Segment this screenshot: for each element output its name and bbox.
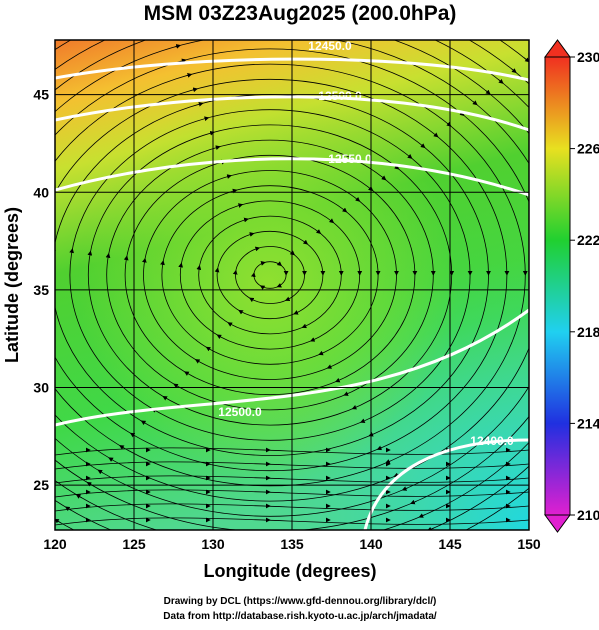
y-axis-label: Latitude (degrees) [2, 207, 22, 363]
contour-label: 12450.0 [308, 39, 352, 53]
y-tick-label: 45 [33, 87, 49, 103]
contour-label: 12500.0 [218, 405, 262, 419]
map-area: 12450.0 12500.0 12550.0 12500.0 12400.0 [0, 0, 599, 577]
x-tick-label: 125 [122, 536, 146, 552]
y-tick-label: 30 [33, 379, 49, 395]
stream-arrow [90, 251, 91, 254]
colorbar-extend [545, 40, 570, 57]
stream-arrow [302, 327, 303, 328]
colorbar-tick-label: 230 [577, 49, 599, 65]
footer: Drawing by DCL (https://www.gfd-dennou.o… [164, 596, 437, 607]
x-axis-label: Longitude (degrees) [203, 561, 376, 581]
stream-arrow [235, 190, 237, 191]
colorbar-tick-label: 222 [577, 232, 599, 248]
x-tick-label: 150 [517, 536, 541, 552]
contour-label: 12400.0 [470, 434, 514, 448]
x-tick-label: 140 [359, 536, 383, 552]
x-tick-label: 145 [438, 536, 462, 552]
stream-arrow [54, 247, 55, 251]
colorbar [545, 57, 570, 515]
stream-arrow [108, 254, 109, 257]
colorbar-tick-label: 218 [577, 324, 599, 340]
stream-arrow [307, 244, 308, 245]
stream-arrow [169, 31, 175, 33]
colorbar-extend [545, 515, 570, 532]
x-tick-label: 130 [201, 536, 225, 552]
colorbar-tick-label: 214 [577, 415, 599, 431]
x-tick-label: 135 [280, 536, 304, 552]
stream-arrow [239, 310, 240, 311]
title: MSM 03Z23Aug2025 (200.0hPa) [144, 2, 457, 25]
y-tick-label: 40 [33, 184, 49, 200]
colorbar-tick-label: 210 [577, 507, 599, 523]
y-tick-label: 35 [33, 282, 49, 298]
y-tick-label: 25 [33, 477, 49, 493]
stream-arrow [35, 244, 36, 248]
footer: Data from http://database.rish.kyoto-u.a… [163, 611, 437, 622]
contour-label: 12550.0 [328, 152, 372, 166]
contour-label: 12500.0 [318, 89, 362, 103]
colorbar-tick-label: 226 [577, 141, 599, 157]
x-tick-label: 120 [43, 536, 67, 552]
